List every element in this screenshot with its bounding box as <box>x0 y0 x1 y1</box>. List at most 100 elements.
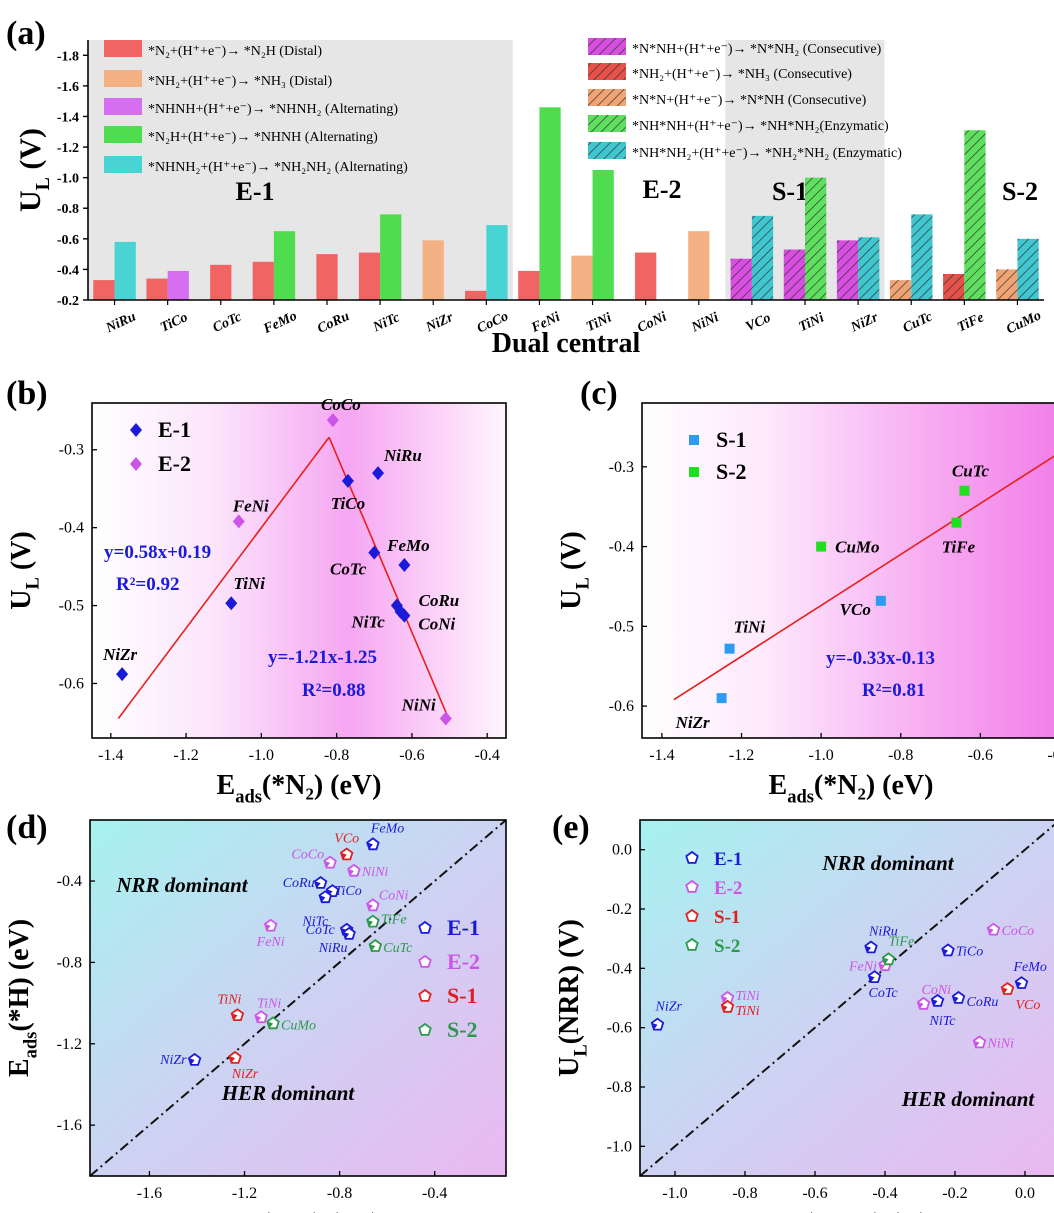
point-fill <box>1015 981 1022 989</box>
bar-n-h-e-n-h-distal-coru <box>316 254 338 300</box>
ytick-label: -0.4 <box>607 960 632 977</box>
xtick-label: -1.6 <box>137 1185 162 1202</box>
ytick-label: -0.6 <box>59 675 84 692</box>
legend-marker-e-1 <box>130 423 142 437</box>
point-fill <box>231 1013 238 1021</box>
point-fill <box>721 1004 728 1012</box>
bar-n-h-e-n-h-distal-femo <box>252 261 274 300</box>
point-fill <box>366 919 373 927</box>
point-label-cotc: CoTc <box>306 923 336 938</box>
plot-frame-d <box>89 819 507 1177</box>
point-label-nitc: NiTc <box>929 1014 957 1029</box>
a-ytick-label: -0.6 <box>57 233 79 248</box>
plot-frame-b <box>91 402 507 739</box>
xtick-label: -0.4 <box>872 1185 897 1202</box>
point-label-vco: VCo <box>1016 998 1041 1013</box>
legend-marker-e-1 <box>685 850 699 864</box>
point-e-1-tini <box>225 596 238 611</box>
y-axis-label-d: Eads(*H) (eV) <box>4 919 40 1077</box>
plot-frame-e <box>639 819 1054 1177</box>
point-fill <box>931 998 938 1006</box>
panel-label-c: (c) <box>580 375 618 412</box>
point-label-coru: CoRu <box>419 591 460 610</box>
point-fill <box>651 1022 658 1030</box>
xtick-label: -0.4 <box>1047 747 1054 764</box>
legend-label-e-2: E-2 <box>447 949 480 974</box>
point-fill <box>369 944 376 952</box>
point-fill <box>188 1058 195 1066</box>
legend-marker-s-1 <box>689 435 699 445</box>
a-xtick-label-vco: VCo <box>744 311 774 335</box>
point-fill <box>366 903 373 911</box>
point-label-coco: CoCo <box>321 395 361 414</box>
bar-n-nh-h-e-n-nh-consecutive-tini <box>783 249 805 300</box>
point-label-nini: NiNi <box>401 696 436 715</box>
bar-n-h-h-e-nhnh-alternating-femo <box>273 231 296 300</box>
point-label-cutc: CuTc <box>383 941 413 956</box>
bar-nh-nh-h-e-nh-nh-enzymatic-cutc <box>911 214 933 300</box>
point-label-tife: TiFe <box>942 538 976 557</box>
point-e-1-coni <box>398 608 411 623</box>
legend-swatch-n-n-h-e-n-nh-consecutive <box>588 89 626 106</box>
bar-n-h-e-n-h-distal-coni <box>635 252 657 300</box>
point-label-femo: FeMo <box>370 821 404 836</box>
point-label-feni: FeNi <box>256 935 285 950</box>
xtick-label: -1.0 <box>662 1185 687 1202</box>
point-fill <box>879 963 885 971</box>
fit-equation: y=-1.21x-1.25 <box>268 647 377 668</box>
a-y-axis-label: UL (V) <box>14 128 54 212</box>
bar-n-h-h-e-nhnh-alternating-nitc <box>380 214 402 300</box>
legend-label-e-2: E-2 <box>158 451 191 476</box>
legend-swatch-n-h-h-e-nhnh-alternating <box>104 126 142 143</box>
a-ytick-label: -1.4 <box>57 110 79 125</box>
fit-r2: R²=0.81 <box>862 680 926 701</box>
legend-label-s-1: S-1 <box>716 427 747 452</box>
a-xtick-label-tife: TiFe <box>955 310 986 335</box>
legend-swatch-n-h-e-n-h-distal <box>104 40 142 57</box>
point-fill <box>319 895 326 903</box>
bar-nh-nh-h-e-nh-nh-enzymatic-tife <box>964 130 986 300</box>
bar-n-nh-h-e-n-nh-consecutive-nizr <box>836 240 859 300</box>
panel-label-e: (e) <box>552 809 590 846</box>
point-label-nizr: NiZr <box>102 645 137 664</box>
point-label-vco: VCo <box>840 600 871 619</box>
ytick-label: -0.6 <box>609 698 634 715</box>
xtick-label: -0.8 <box>888 747 913 764</box>
xtick-label: -0.6 <box>968 747 993 764</box>
ytick-label: -0.3 <box>59 442 84 459</box>
point-s-1-vco <box>875 595 886 606</box>
point-label-nitc: NiTc <box>350 613 385 632</box>
legend-label: *NH₂+(H⁺+e⁻)→ *NH₃ (Distal) <box>148 74 333 89</box>
legend-swatch-nh-h-e-nh-consecutive <box>588 63 626 80</box>
a-ytick-label: -1.8 <box>57 49 79 64</box>
point-e-1-cotc <box>368 545 381 560</box>
legend-label-e-1: E-1 <box>714 849 743 870</box>
ytick-label: -0.2 <box>607 901 632 918</box>
ytick-label: -0.6 <box>607 1020 632 1037</box>
point-label-nitc: NiTc <box>301 914 329 929</box>
legend-label: *NH*NH₂+(H⁺+e⁻)→ *NH₂*NH₂ (Enzymatic) <box>632 146 902 161</box>
plot-background-d <box>90 820 506 1176</box>
bar-n-h-e-n-h-distal-tico <box>146 278 168 300</box>
panel-label-d: (d) <box>6 809 48 846</box>
legend-marker-s-2 <box>418 1022 432 1036</box>
point-label-tini: TiNi <box>734 618 766 637</box>
point-label-tini: TiNi <box>736 989 760 1004</box>
point-e-2-coco <box>326 413 339 428</box>
legend-swatch-nh-nh-h-e-nh-nh-enzymatic <box>588 142 626 159</box>
a-ytick-label: -1.0 <box>57 172 79 187</box>
point-fill <box>314 881 321 889</box>
ytick-label: -0.4 <box>609 539 634 556</box>
point-label-niru: NiRu <box>868 925 898 940</box>
point-label-tife: TiFe <box>889 934 915 949</box>
a-xtick-label-tico: TiCo <box>158 310 190 336</box>
legend-marker-e-2 <box>130 457 142 471</box>
legend-label-e-2: E-2 <box>714 878 743 899</box>
point-e-1-tico <box>341 473 354 488</box>
x-axis-label-b: Eads(*N₂) (eV) <box>217 770 382 806</box>
point-label-femo: FeMo <box>386 536 430 555</box>
legend-label: *NH*NH+(H⁺+e⁻)→ *NH*NH₂(Enzymatic) <box>632 119 889 134</box>
legend-marker-s-1 <box>685 908 699 922</box>
bar-nhnh-h-e-nh-nh-alternating-niru <box>114 241 136 300</box>
